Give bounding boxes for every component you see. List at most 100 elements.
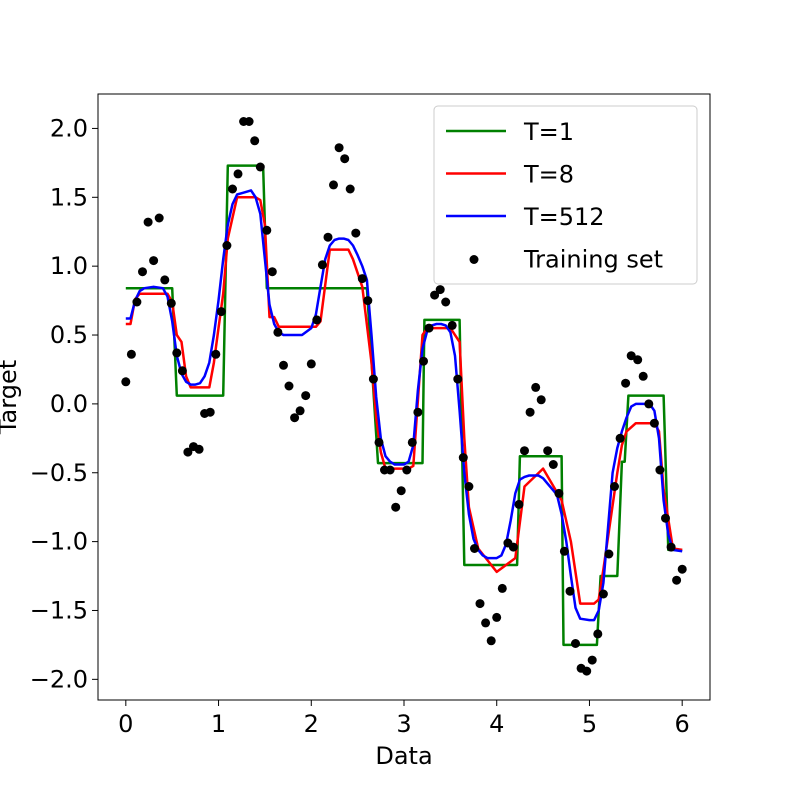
training-point xyxy=(497,583,507,593)
training-point xyxy=(267,267,277,277)
training-point xyxy=(565,586,575,596)
training-point xyxy=(441,297,451,307)
training-point xyxy=(402,465,412,475)
training-point xyxy=(435,285,445,295)
training-point xyxy=(368,374,378,384)
x-axis: 0 1 2 3 4 5 6 xyxy=(118,700,690,738)
training-point xyxy=(295,406,305,416)
training-point xyxy=(649,418,659,428)
training-point xyxy=(486,636,496,646)
training-point xyxy=(559,546,569,556)
y-tick-label: −1.5 xyxy=(30,596,88,624)
training-point xyxy=(655,465,665,475)
y-tick-label: 0.5 xyxy=(50,321,88,349)
training-point xyxy=(334,143,344,153)
training-point xyxy=(514,499,524,509)
training-point xyxy=(447,320,457,330)
training-point xyxy=(677,564,687,574)
training-point xyxy=(587,655,597,665)
x-axis-label: Data xyxy=(375,742,432,770)
training-point xyxy=(475,599,485,609)
y-tick-label: −2.0 xyxy=(30,665,88,693)
legend-swatch-training-set xyxy=(469,255,479,264)
training-point xyxy=(340,154,350,164)
training-point xyxy=(604,549,614,559)
series-line-t-512 xyxy=(125,189,683,622)
training-point xyxy=(464,482,474,491)
training-point xyxy=(374,437,384,447)
x-tick-label: 6 xyxy=(675,710,690,738)
training-point xyxy=(312,315,322,325)
training-point xyxy=(633,355,643,365)
training-point xyxy=(593,629,603,639)
y-tick-label: 0.0 xyxy=(50,390,88,418)
training-point xyxy=(419,356,428,366)
training-point xyxy=(351,228,361,238)
legend-label-t-8: T=8 xyxy=(523,161,574,189)
training-point xyxy=(536,395,546,405)
training-point xyxy=(385,465,395,475)
training-point xyxy=(453,374,463,384)
training-point xyxy=(672,575,682,585)
x-tick-label: 3 xyxy=(396,710,411,738)
training-point xyxy=(413,407,423,417)
training-point xyxy=(508,542,518,552)
training-point xyxy=(525,407,535,417)
training-point xyxy=(470,544,479,553)
training-point xyxy=(205,407,215,417)
training-point xyxy=(363,296,373,306)
training-point xyxy=(582,666,592,676)
legend-label-t-1: T=1 xyxy=(523,118,574,146)
training-point xyxy=(183,447,193,457)
x-tick-label: 0 xyxy=(118,710,133,738)
training-point xyxy=(222,241,232,250)
training-point xyxy=(548,460,558,469)
training-point xyxy=(194,444,204,454)
legend-label-training-set: Training set xyxy=(523,246,663,274)
training-point xyxy=(233,169,243,179)
y-tick-label: −0.5 xyxy=(30,459,88,487)
training-point xyxy=(255,162,265,172)
training-point xyxy=(615,433,625,443)
training-point xyxy=(430,290,440,300)
training-point xyxy=(211,349,221,359)
training-point xyxy=(666,542,676,552)
training-point xyxy=(554,488,564,498)
training-point xyxy=(543,446,553,456)
training-point xyxy=(644,399,654,409)
legend-box xyxy=(433,105,698,285)
x-tick-label: 1 xyxy=(211,710,226,738)
training-point xyxy=(323,232,333,242)
training-point xyxy=(391,502,401,512)
training-point xyxy=(126,349,136,359)
training-point xyxy=(216,307,226,317)
training-point xyxy=(345,184,355,194)
training-point xyxy=(301,391,311,401)
training-point xyxy=(306,359,316,369)
training-point xyxy=(626,351,636,361)
training-point xyxy=(571,639,580,648)
training-point xyxy=(357,274,367,284)
training-point xyxy=(598,589,608,599)
training-point xyxy=(262,225,272,235)
training-point xyxy=(149,256,159,266)
legend: T=1 T=8 T=512 Training set xyxy=(433,105,698,285)
training-point xyxy=(177,366,187,376)
training-point xyxy=(492,612,502,622)
training-point xyxy=(172,348,182,358)
training-point xyxy=(407,437,417,447)
training-point xyxy=(121,377,131,387)
training-point xyxy=(166,298,176,308)
legend-label-t-512: T=512 xyxy=(523,203,605,231)
training-point xyxy=(279,360,288,370)
training-point xyxy=(138,267,147,277)
y-tick-label: 1.0 xyxy=(50,252,88,280)
training-point xyxy=(143,217,153,227)
x-tick-label: 4 xyxy=(489,710,504,738)
training-point xyxy=(458,453,468,463)
training-point xyxy=(424,323,434,333)
y-tick-label: 2.0 xyxy=(50,114,88,142)
y-axis: 2.0 1.5 1.0 0.5 0.0 −0.5 −1.0 −1.5 −2.0 xyxy=(30,114,98,693)
x-tick-label: 5 xyxy=(582,710,597,738)
